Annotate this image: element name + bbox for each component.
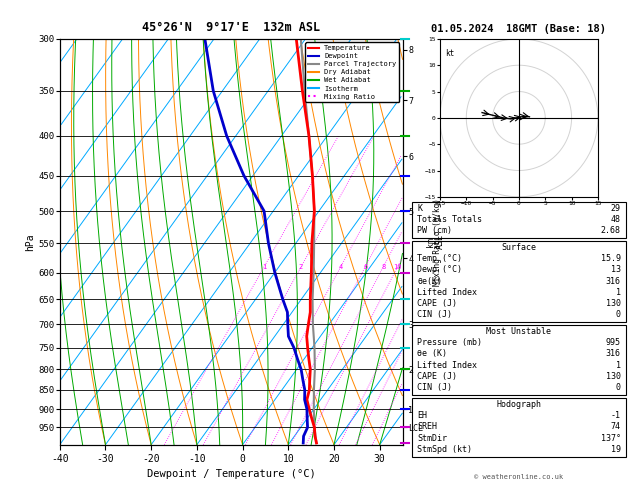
Text: EH: EH — [417, 411, 427, 420]
Text: 2: 2 — [299, 264, 303, 270]
Text: 995: 995 — [606, 338, 621, 347]
Text: © weatheronline.co.uk: © weatheronline.co.uk — [474, 474, 564, 480]
Text: K: K — [417, 204, 422, 213]
Text: 4: 4 — [338, 264, 343, 270]
Text: θe (K): θe (K) — [417, 349, 447, 359]
Text: 15.9: 15.9 — [601, 254, 621, 263]
Text: Lifted Index: Lifted Index — [417, 361, 477, 370]
Text: 0: 0 — [616, 310, 621, 319]
Text: 48: 48 — [611, 215, 621, 224]
Text: 0: 0 — [616, 383, 621, 392]
Legend: Temperature, Dewpoint, Parcel Trajectory, Dry Adiabat, Wet Adiabat, Isotherm, Mi: Temperature, Dewpoint, Parcel Trajectory… — [305, 42, 399, 103]
X-axis label: Dewpoint / Temperature (°C): Dewpoint / Temperature (°C) — [147, 469, 316, 479]
Text: 130: 130 — [606, 299, 621, 308]
Text: 1: 1 — [616, 288, 621, 297]
Text: 01.05.2024  18GMT (Base: 18): 01.05.2024 18GMT (Base: 18) — [431, 24, 606, 34]
Text: PW (cm): PW (cm) — [417, 226, 452, 235]
Text: 19: 19 — [611, 445, 621, 454]
Text: CAPE (J): CAPE (J) — [417, 299, 457, 308]
Text: 130: 130 — [606, 372, 621, 381]
Text: Hodograph: Hodograph — [496, 400, 542, 409]
Text: StmDir: StmDir — [417, 434, 447, 443]
Text: 2.68: 2.68 — [601, 226, 621, 235]
Text: 8: 8 — [381, 264, 386, 270]
Text: kt: kt — [445, 50, 455, 58]
Text: θe(K): θe(K) — [417, 277, 442, 286]
Text: CIN (J): CIN (J) — [417, 310, 452, 319]
Text: CAPE (J): CAPE (J) — [417, 372, 457, 381]
Text: Most Unstable: Most Unstable — [486, 327, 552, 336]
Text: Totals Totals: Totals Totals — [417, 215, 482, 224]
Text: Dewp (°C): Dewp (°C) — [417, 265, 462, 275]
Text: Mixing Ratio (g/kg): Mixing Ratio (g/kg) — [433, 198, 442, 286]
Text: 137°: 137° — [601, 434, 621, 443]
Text: Pressure (mb): Pressure (mb) — [417, 338, 482, 347]
Text: 29: 29 — [611, 204, 621, 213]
Text: 45°26'N  9°17'E  132m ASL: 45°26'N 9°17'E 132m ASL — [142, 21, 320, 34]
Text: 316: 316 — [606, 349, 621, 359]
Text: -1: -1 — [611, 411, 621, 420]
Text: 13: 13 — [611, 265, 621, 275]
Y-axis label: hPa: hPa — [25, 233, 35, 251]
Text: 6: 6 — [363, 264, 367, 270]
Text: 1: 1 — [262, 264, 266, 270]
Text: 316: 316 — [606, 277, 621, 286]
Text: Lifted Index: Lifted Index — [417, 288, 477, 297]
Text: SREH: SREH — [417, 422, 437, 432]
Text: StmSpd (kt): StmSpd (kt) — [417, 445, 472, 454]
Text: CIN (J): CIN (J) — [417, 383, 452, 392]
Text: 74: 74 — [611, 422, 621, 432]
Text: Surface: Surface — [501, 243, 537, 252]
Text: 10: 10 — [393, 264, 402, 270]
Y-axis label: km
ASL: km ASL — [426, 234, 445, 249]
Text: 1: 1 — [616, 361, 621, 370]
Text: Temp (°C): Temp (°C) — [417, 254, 462, 263]
